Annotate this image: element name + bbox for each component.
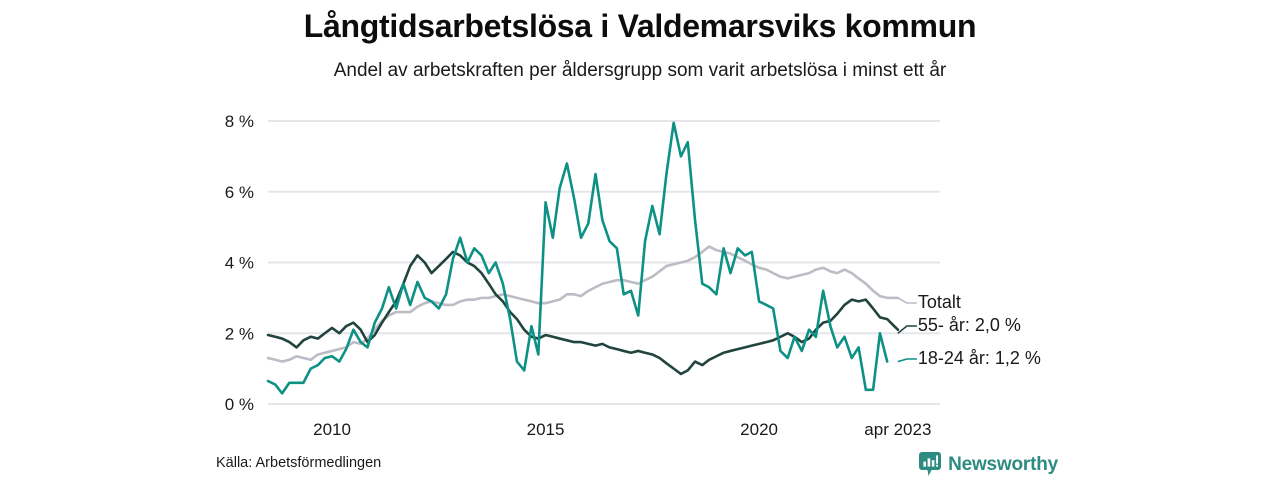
legend-label-55---r[interactable]: 55- år: 2,0 %	[918, 315, 1021, 335]
series-line-55---r	[266, 250, 900, 376]
x-tick-label: 2010	[313, 420, 351, 439]
legend-label-18-24--r[interactable]: 18-24 år: 1,2 %	[918, 348, 1041, 368]
legend-label-totalt[interactable]: Totalt	[918, 292, 961, 312]
y-tick-label: 0 %	[225, 395, 254, 414]
series-line-18-24--r	[266, 121, 889, 395]
logo-text: Newsworthy	[948, 453, 1058, 475]
y-tick-label: 6 %	[225, 183, 254, 202]
bar-chart-pin-icon	[919, 452, 942, 476]
gridlines	[268, 120, 940, 405]
x-tick-label: apr 2023	[864, 420, 931, 439]
y-tick-label: 8 %	[225, 112, 254, 131]
legend-connector	[897, 325, 917, 334]
y-tick-label: 2 %	[225, 324, 254, 343]
legend-connector	[897, 358, 917, 363]
y-tick-label: 4 %	[225, 254, 254, 273]
source-note: Källa: Arbetsförmedlingen	[216, 455, 382, 471]
x-tick-label: 2015	[527, 420, 565, 439]
x-tick-label: 2020	[740, 420, 778, 439]
data-series-lines	[266, 121, 900, 395]
chart-subtitle: Andel av arbetskraften per åldersgrupp s…	[333, 60, 947, 81]
legend-connector	[897, 297, 917, 304]
x-axis-tick-labels: 2010 2015 2020 apr 2023	[313, 420, 931, 439]
series-legend: Totalt 55- år: 2,0 % 18-24 år: 1,2 %	[897, 292, 1041, 368]
newsworthy-logo[interactable]: Newsworthy	[919, 452, 1058, 477]
page-title: Långtidsarbetslösa i Valdemarsviks kommu…	[303, 8, 977, 44]
y-axis-tick-labels: 0 % 2 % 4 % 6 % 8 %	[225, 112, 254, 414]
